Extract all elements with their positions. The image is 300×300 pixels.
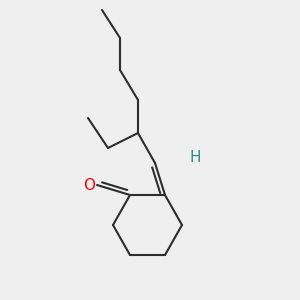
Text: H: H [189, 149, 201, 164]
Text: O: O [83, 178, 95, 193]
